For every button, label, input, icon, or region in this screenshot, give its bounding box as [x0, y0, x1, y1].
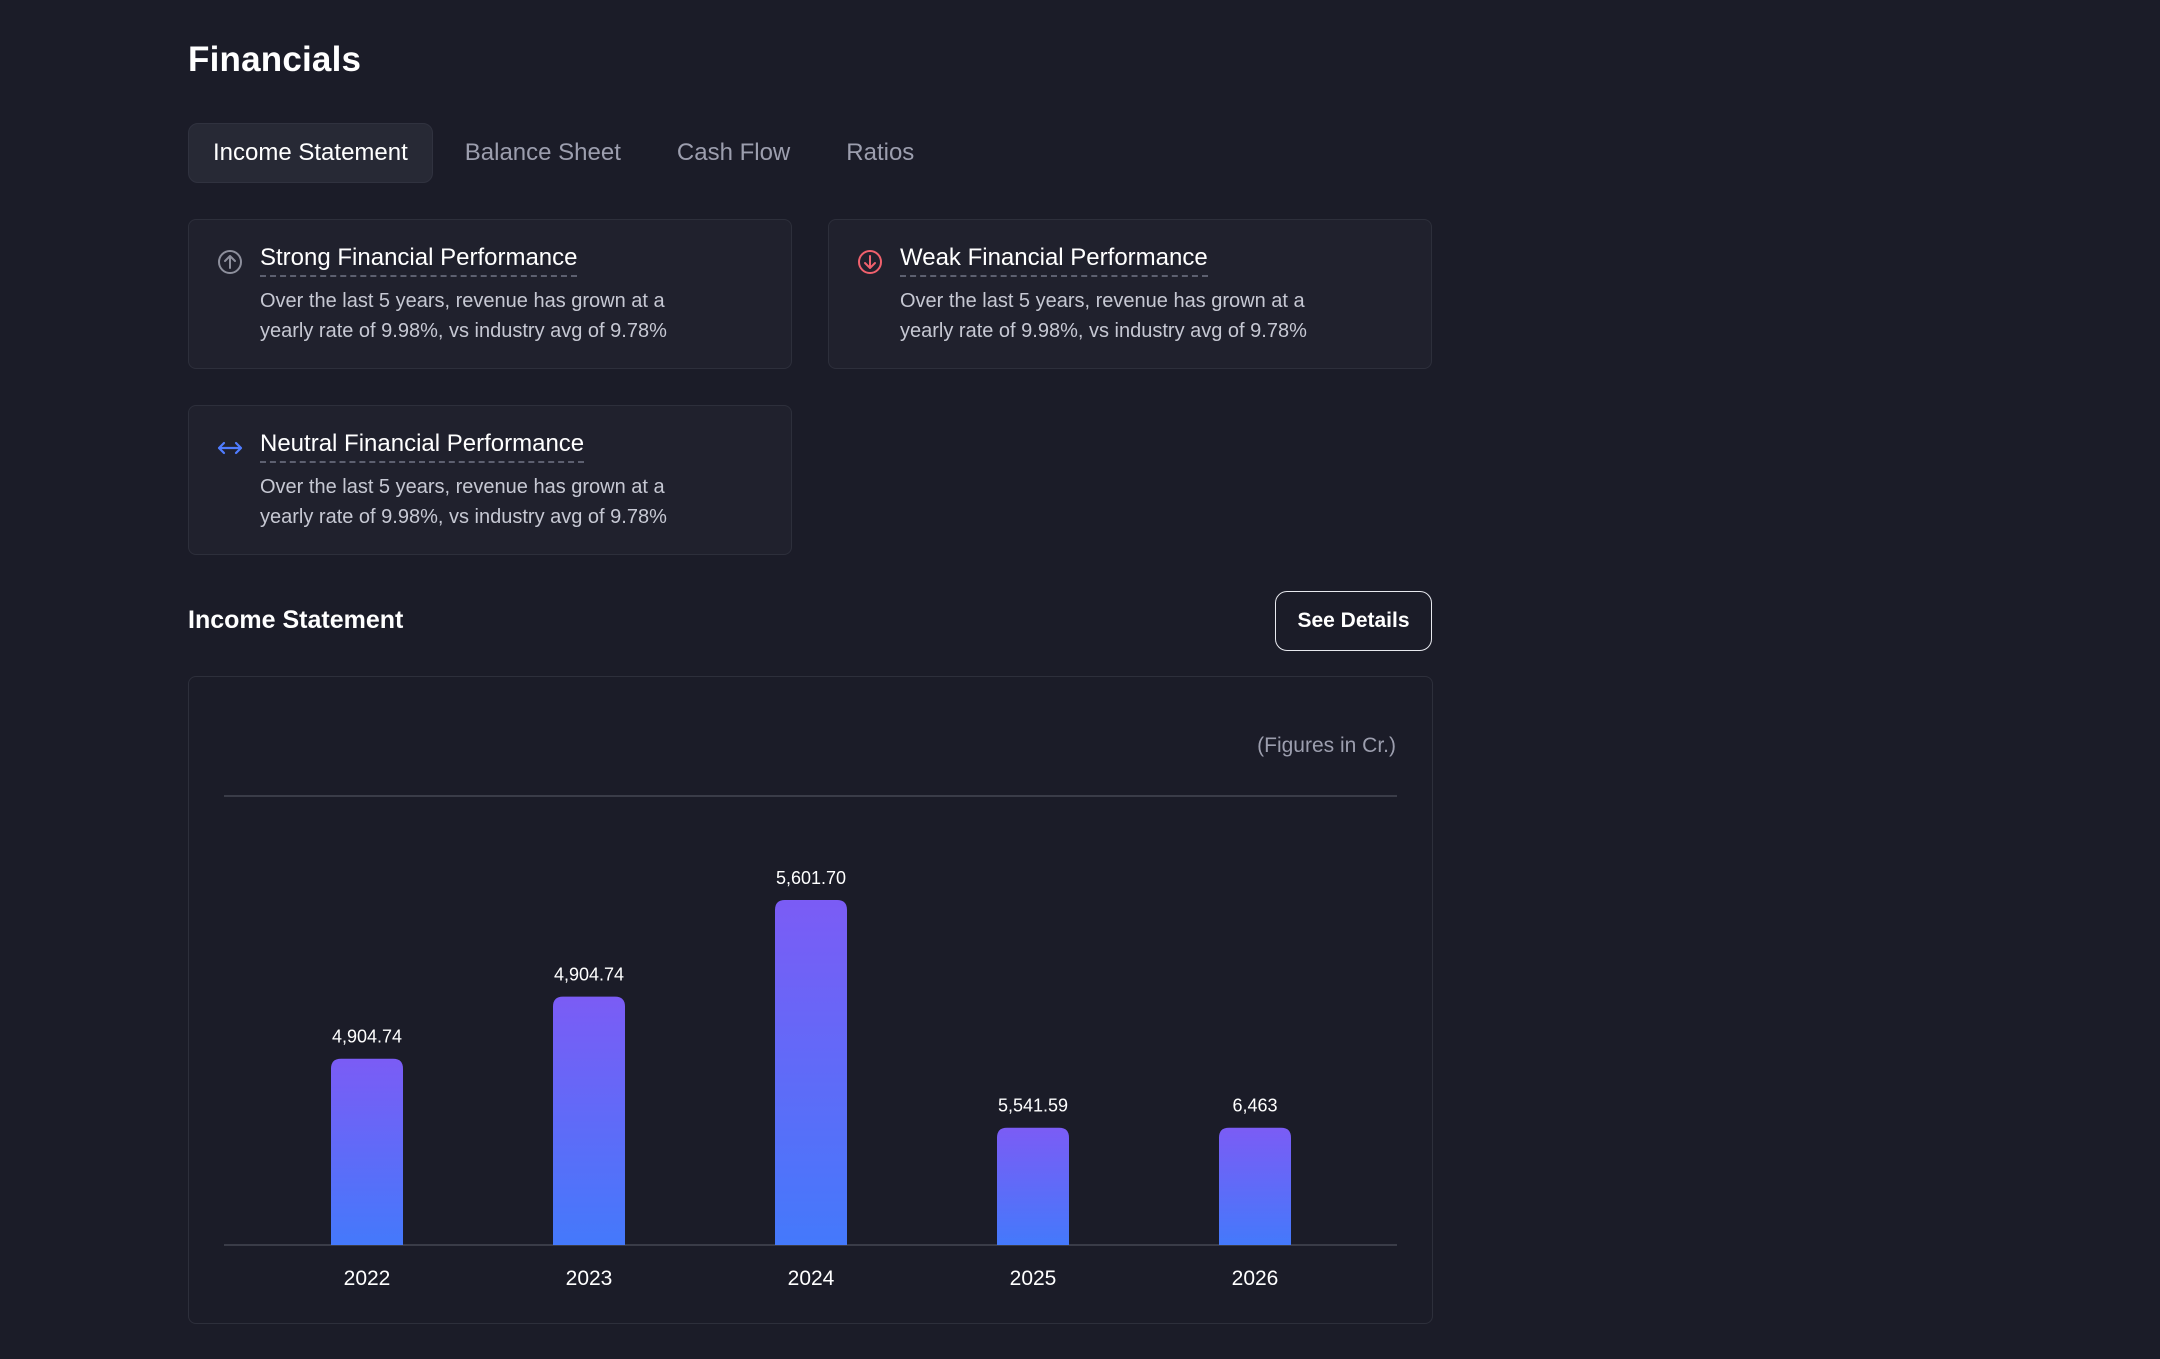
figures-note: (Figures in Cr.): [1257, 734, 1396, 757]
arrow-down-circle-icon: [858, 250, 882, 274]
page-title: Financials: [188, 40, 362, 79]
x-axis-tick-label: 2024: [788, 1267, 835, 1290]
performance-card-weak: Weak Financial Performance Over the last…: [828, 219, 1432, 369]
x-axis-tick-label: 2025: [1010, 1267, 1057, 1290]
chart-bar-2025[interactable]: [997, 1127, 1069, 1245]
chart-bar-2024[interactable]: [775, 900, 847, 1245]
see-details-button[interactable]: See Details: [1275, 591, 1432, 651]
card-description: Over the last 5 years, revenue has grown…: [260, 476, 667, 528]
x-axis-tick-label: 2026: [1232, 1267, 1279, 1290]
chart-bar-2022[interactable]: [331, 1058, 403, 1245]
chart-bar-2023[interactable]: [553, 996, 625, 1245]
arrow-up-circle-icon: [218, 250, 242, 274]
card-description: Over the last 5 years, revenue has grown…: [900, 290, 1307, 342]
x-axis-tick-label: 2023: [566, 1267, 613, 1290]
arrows-horizontal-icon: [217, 441, 243, 455]
bar-chart: 4,904.74 2022 4,904.74 2023 5,601.70 2024 5,54…: [224, 795, 1397, 1290]
bar-value-label: 5,601.70: [776, 868, 846, 888]
performance-card-strong: Strong Financial Performance Over the la…: [188, 219, 792, 369]
performance-card-neutral: Neutral Financial Performance Over the l…: [188, 405, 792, 555]
card-description: Over the last 5 years, revenue has grown…: [260, 290, 667, 342]
bar-value-label: 4,904.74: [554, 965, 624, 985]
card-title[interactable]: Strong Financial Performance: [260, 244, 578, 277]
financials-tabs: Income Statement Balance Sheet Cash Flow…: [188, 123, 946, 183]
section-title: Income Statement: [188, 606, 404, 634]
tab-cash-flow[interactable]: Cash Flow: [676, 139, 791, 166]
bar-value-label: 5,541.59: [998, 1096, 1068, 1116]
bars-group: 4,904.74 2022 4,904.74 2023 5,601.70 2024 5,54…: [331, 868, 1291, 1290]
card-title[interactable]: Weak Financial Performance: [900, 244, 1208, 277]
bar-value-label: 6,463: [1232, 1096, 1277, 1116]
tab-balance-sheet[interactable]: Balance Sheet: [464, 139, 621, 166]
bar-value-label: 4,904.74: [332, 1027, 402, 1047]
x-axis-tick-label: 2022: [344, 1267, 391, 1290]
card-title[interactable]: Neutral Financial Performance: [260, 430, 585, 463]
chart-bar-2026[interactable]: [1219, 1127, 1291, 1245]
tab-income-statement[interactable]: Income Statement: [188, 123, 433, 183]
tab-ratios[interactable]: Ratios: [846, 139, 915, 166]
income-statement-chart: (Figures in Cr.) 4,904.74 2022 4,904.74 202…: [188, 676, 1433, 1324]
